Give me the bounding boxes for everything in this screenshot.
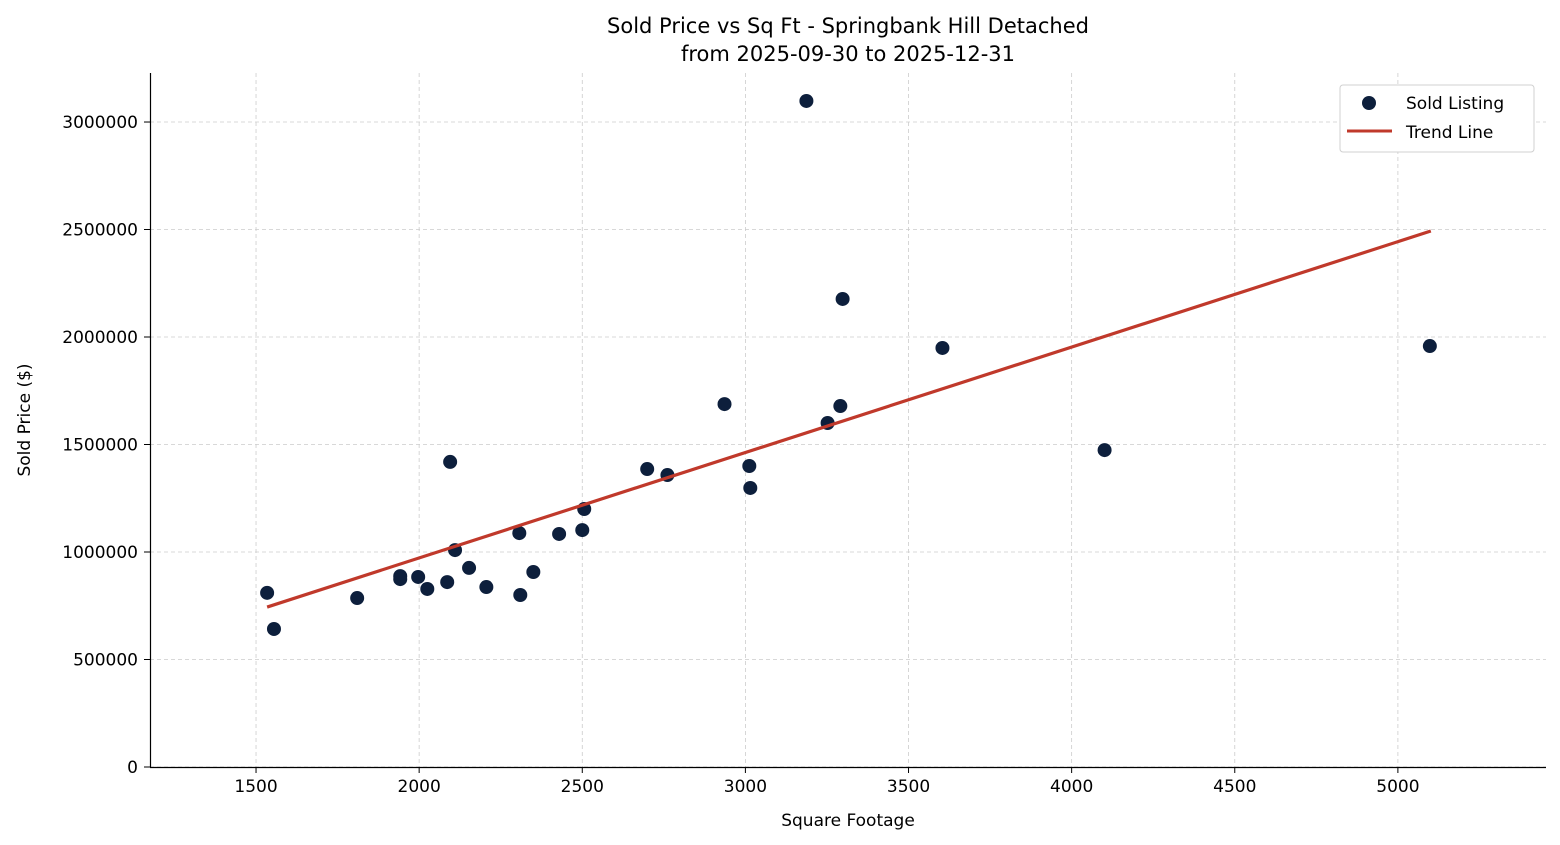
y-tick-label: 2500000 <box>62 221 138 241</box>
data-point <box>640 462 655 477</box>
data-point <box>260 585 275 600</box>
data-point <box>479 580 494 595</box>
data-point <box>1422 339 1437 354</box>
data-point <box>393 572 408 587</box>
data-point <box>717 397 732 412</box>
y-tick-label: 2000000 <box>62 328 138 348</box>
data-point <box>512 526 527 541</box>
x-tick-label: 4000 <box>1050 777 1093 797</box>
data-point <box>411 569 426 584</box>
chart-subtitle: from 2025-09-30 to 2025-12-31 <box>681 42 1015 66</box>
y-axis-label: Sold Price ($) <box>15 363 35 476</box>
data-point <box>350 591 365 606</box>
x-tick-label: 4500 <box>1213 777 1256 797</box>
y-tick-label: 500000 <box>73 651 138 671</box>
data-point <box>420 581 435 596</box>
data-point <box>743 480 758 495</box>
x-tick-label: 2000 <box>398 777 441 797</box>
data-point <box>799 93 814 108</box>
ticks: 1500 2000 2500 3000 3500 4000 4500 5000 0 500000 1… <box>62 113 1419 797</box>
x-tick-label: 2500 <box>561 777 604 797</box>
data-point <box>440 575 455 590</box>
marks <box>260 93 1437 636</box>
legend-marker-sold-listing <box>1362 96 1376 110</box>
data-point <box>513 588 528 603</box>
data-point <box>552 526 567 541</box>
trend-line <box>266 229 1432 609</box>
y-tick-label: 0 <box>127 758 138 778</box>
data-point <box>835 291 850 306</box>
data-point <box>526 565 541 580</box>
y-tick-label: 1500000 <box>62 436 138 456</box>
y-tick-label: 3000000 <box>62 113 138 133</box>
chart-title: Sold Price vs Sq Ft - Springbank Hill De… <box>607 14 1089 38</box>
x-tick-label: 3000 <box>724 777 767 797</box>
legend-box <box>1339 84 1535 153</box>
x-tick-label: 1500 <box>234 777 277 797</box>
data-point <box>742 459 757 474</box>
data-point <box>833 399 848 414</box>
x-tick-label: 3500 <box>887 777 930 797</box>
x-axis-label: Square Footage <box>781 811 915 831</box>
data-point <box>266 621 281 636</box>
data-point <box>575 523 590 538</box>
data-point <box>443 454 458 469</box>
legend: Sold Listing Trend Line <box>1339 84 1535 153</box>
data-point <box>462 560 477 575</box>
x-tick-label: 5000 <box>1376 777 1419 797</box>
legend-label-sold-listing: Sold Listing <box>1406 94 1504 114</box>
legend-label-trend-line: Trend Line <box>1405 123 1493 143</box>
data-point <box>1097 443 1112 458</box>
y-tick-label: 1000000 <box>62 543 138 563</box>
data-point <box>935 340 950 355</box>
